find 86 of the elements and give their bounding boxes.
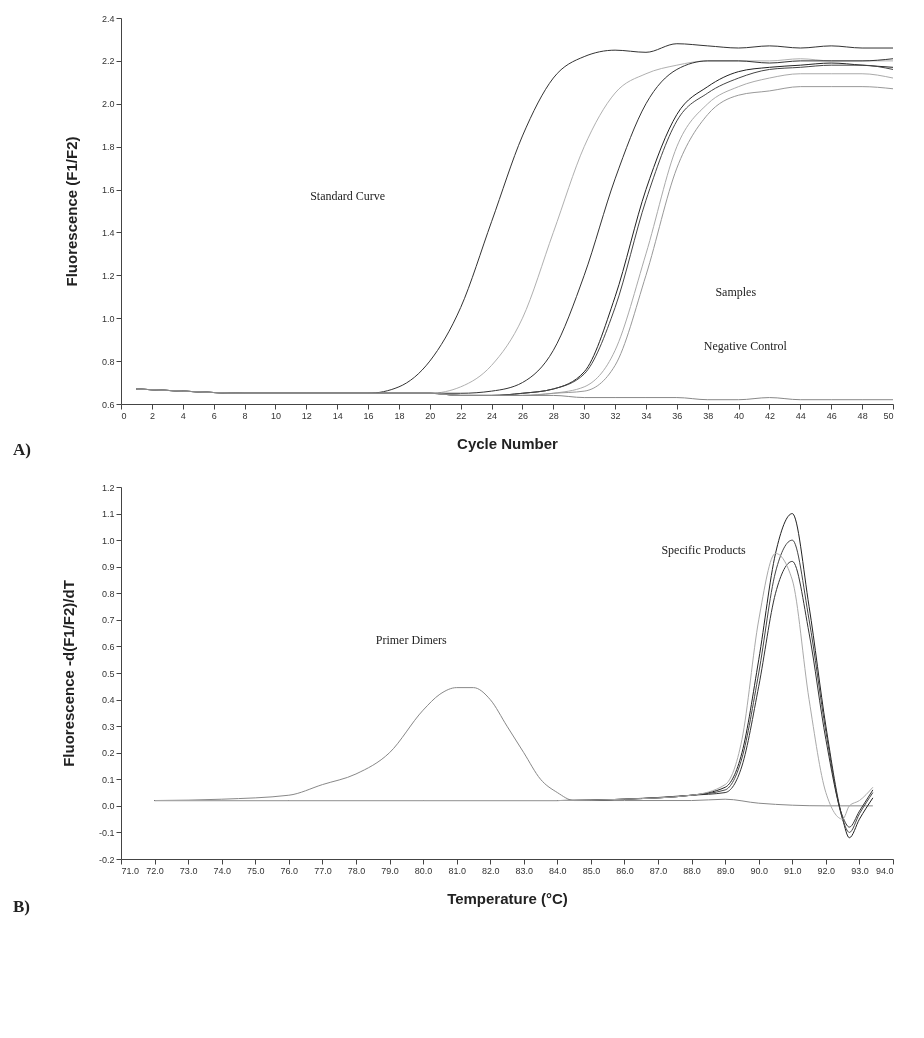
- x-tick-label: 40: [734, 410, 745, 421]
- y-tick-label: 0.8: [101, 588, 115, 599]
- annotation: Primer Dimers: [375, 632, 448, 647]
- x-tick-label: 48: [857, 410, 868, 421]
- x-tick-label: 79.0: [381, 865, 399, 876]
- y-tick-label: 0.9: [101, 562, 115, 573]
- x-axis-title: Cycle Number: [457, 434, 559, 452]
- x-tick-label: 8: [242, 410, 248, 421]
- y-axis-title: Fluorescence (F1/F2): [62, 136, 80, 287]
- y-tick-label: 1.0: [101, 535, 115, 546]
- annotation: Samples: [715, 285, 757, 300]
- x-tick-label: 76.0: [280, 865, 299, 876]
- x-tick-label: 74.0: [213, 865, 231, 876]
- x-tick-label: 85.0: [582, 865, 601, 876]
- x-tick-label: 94.0: [875, 865, 894, 876]
- y-tick-label: 2.0: [101, 99, 115, 110]
- x-tick-label: 72.0: [146, 865, 164, 876]
- x-tick-label: 12: [301, 410, 312, 421]
- x-tick-label: 44: [795, 410, 806, 421]
- y-tick-label: 0.5: [101, 668, 115, 679]
- x-tick-label: 32: [610, 410, 621, 421]
- y-tick-label: 1.0: [101, 313, 115, 324]
- x-tick-label: 80.0: [414, 865, 433, 876]
- x-tick-label: 84.0: [549, 865, 567, 876]
- x-tick-label: 28: [548, 410, 559, 421]
- x-tick-label: 87.0: [649, 865, 668, 876]
- x-tick-label: 77.0: [314, 865, 332, 876]
- y-tick-label: 0.6: [101, 399, 115, 410]
- y-tick-label: 0.8: [101, 356, 115, 367]
- x-tick-label: 83.0: [515, 865, 534, 876]
- x-tick-label: 73.0: [179, 865, 198, 876]
- x-tick-label: 93.0: [851, 865, 869, 876]
- x-tick-label: 14: [332, 410, 343, 421]
- x-tick-label: 81.0: [448, 865, 466, 876]
- x-tick-label: 91.0: [784, 865, 802, 876]
- x-tick-label: 71.0: [121, 865, 140, 876]
- x-tick-label: 0: [121, 410, 127, 421]
- x-tick-label: 6: [211, 410, 217, 421]
- x-tick-label: 34: [641, 410, 652, 421]
- x-tick-label: 2: [149, 410, 155, 421]
- y-tick-label: 2.4: [101, 13, 115, 24]
- x-tick-label: 16: [363, 410, 374, 421]
- x-tick-label: 26: [517, 410, 528, 421]
- y-tick-label: 1.2: [101, 482, 115, 493]
- x-tick-label: 24: [487, 410, 498, 421]
- x-tick-label: 89.0: [716, 865, 735, 876]
- y-tick-label: 0.7: [101, 615, 115, 626]
- text: A): [12, 440, 31, 460]
- x-tick-label: 20: [425, 410, 436, 421]
- x-tick-label: 42: [764, 410, 775, 421]
- x-tick-label: 88.0: [683, 865, 701, 876]
- x-tick-label: 22: [456, 410, 467, 421]
- x-tick-label: 46: [826, 410, 837, 421]
- y-tick-label: 2.2: [101, 56, 115, 67]
- x-tick-label: 10: [270, 410, 281, 421]
- x-axis-title: Temperature (°C): [447, 889, 568, 907]
- y-tick-label: 0.1: [101, 774, 115, 785]
- annotation: Negative Control: [703, 339, 788, 354]
- y-tick-label: 1.1: [101, 509, 115, 520]
- text: B): [12, 897, 30, 917]
- y-axis-title: Fluorescence -d(F1/F2)/dT: [59, 580, 77, 767]
- y-tick-label: 0.2: [101, 748, 115, 759]
- y-tick-label: 0.4: [101, 695, 115, 706]
- x-tick-label: 50: [883, 410, 894, 421]
- annotation: Standard Curve: [310, 188, 386, 203]
- annotation: Specific Products: [661, 543, 747, 558]
- y-tick-label: -0.2: [98, 854, 115, 865]
- x-tick-label: 18: [394, 410, 405, 421]
- x-tick-label: 78.0: [347, 865, 366, 876]
- x-tick-label: 38: [703, 410, 714, 421]
- y-tick-label: 1.2: [101, 270, 115, 281]
- x-tick-label: 4: [180, 410, 186, 421]
- y-tick-label: 1.8: [101, 142, 115, 153]
- y-tick-label: 0.6: [101, 641, 115, 652]
- x-tick-label: 75.0: [247, 865, 265, 876]
- x-tick-label: 36: [672, 410, 683, 421]
- x-tick-label: 86.0: [616, 865, 634, 876]
- y-tick-label: -0.1: [98, 827, 115, 838]
- y-tick-label: 1.4: [101, 227, 115, 238]
- y-tick-label: 0.3: [101, 721, 115, 732]
- y-tick-label: 1.6: [101, 185, 115, 196]
- x-tick-label: 82.0: [481, 865, 500, 876]
- y-tick-label: 0.0: [101, 801, 115, 812]
- x-tick-label: 30: [579, 410, 590, 421]
- x-tick-label: 92.0: [817, 865, 836, 876]
- x-tick-label: 90.0: [750, 865, 768, 876]
